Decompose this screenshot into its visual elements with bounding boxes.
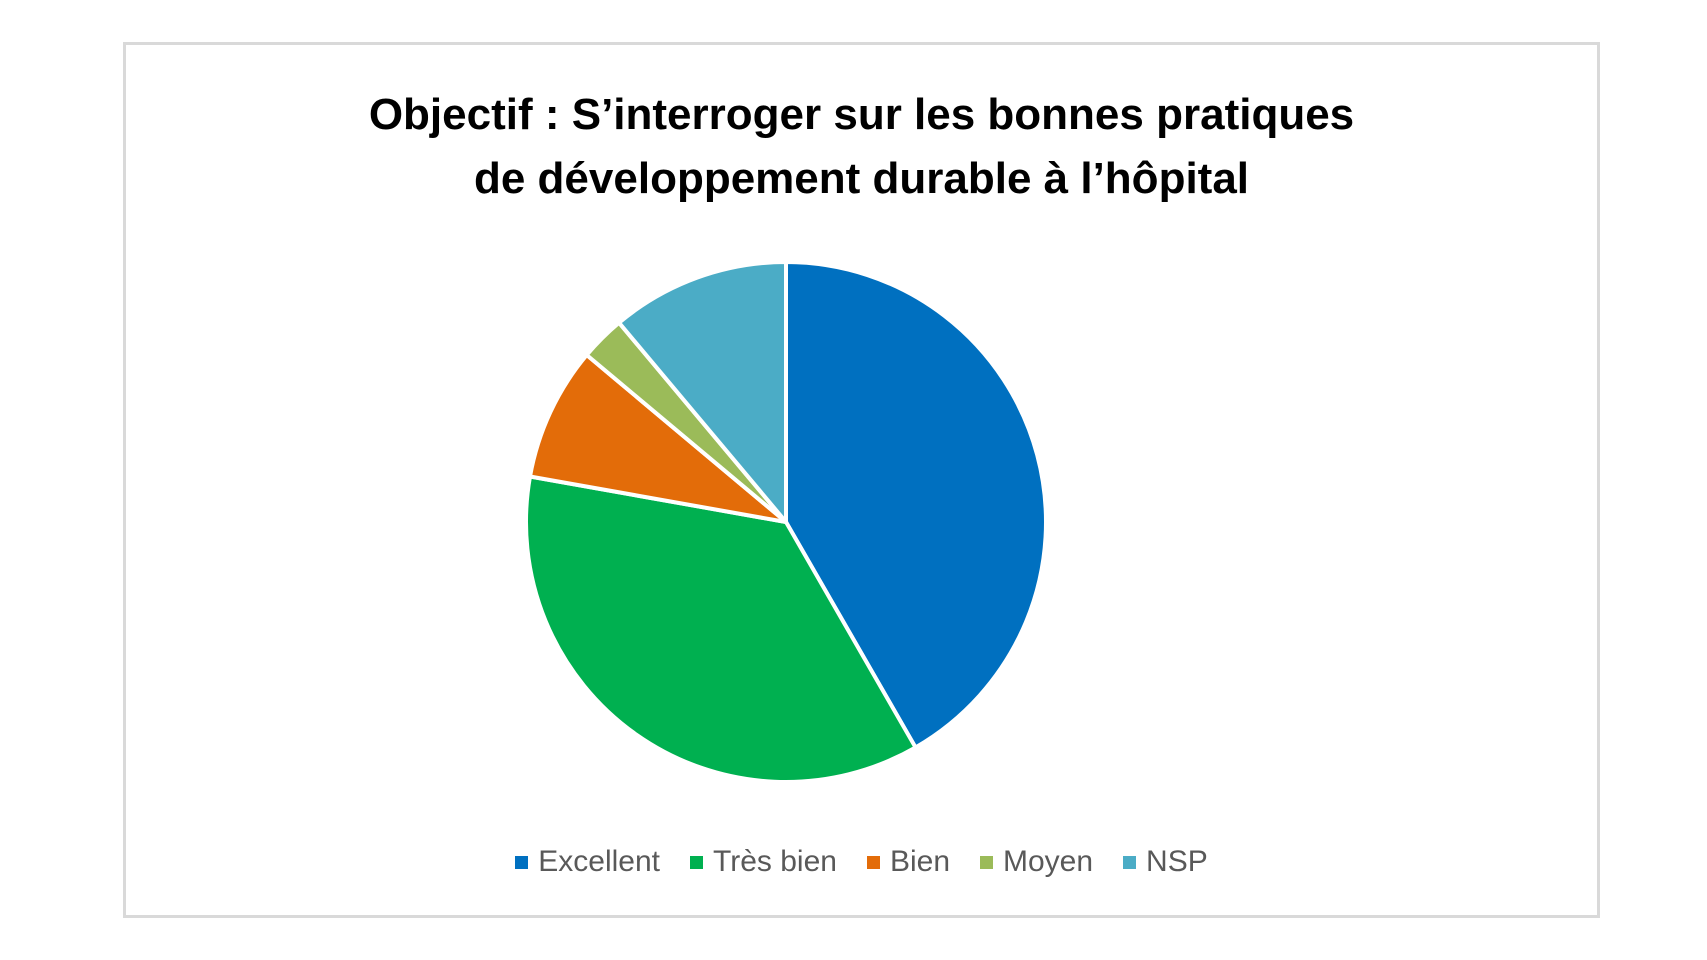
legend-swatch [515,855,529,869]
legend-swatch [690,855,703,869]
chart-title-line-2: de développement durable à l’hôpital [473,154,1250,203]
legend-label: Excellent [538,845,660,878]
pie-slice-excellent [784,260,1048,750]
chart-frame: Objectif : S’interroger sur les bonnes p… [123,42,1600,918]
legend-item: Moyen [980,845,1093,879]
legend-label: Moyen [1003,845,1094,878]
legend-swatch [1123,855,1137,869]
legend-item: NSP [1123,845,1208,879]
legend-swatch [866,855,880,869]
legend-item: Bien [866,845,950,879]
legend-swatch [980,855,993,869]
legend-label: Très bien [713,845,837,878]
legend-item: Très bien [690,845,837,879]
legend-item: Excellent [515,845,660,879]
pie-slice-nsp [617,260,788,524]
chart-title-line-1: Objectif : S’interroger sur les bonnes p… [368,90,1355,139]
legend-label: NSP [1146,845,1208,878]
chart-title: Objectif : S’interroger sur les bonnes p… [126,83,1597,211]
pie-slice-tr-s-bien [524,474,918,784]
chart-legend: Excellent Très bien Bien Moyen NSP [126,845,1597,879]
pie-chart [524,260,1048,784]
legend-label: Bien [889,845,950,878]
pie-slice-bien [528,353,788,524]
